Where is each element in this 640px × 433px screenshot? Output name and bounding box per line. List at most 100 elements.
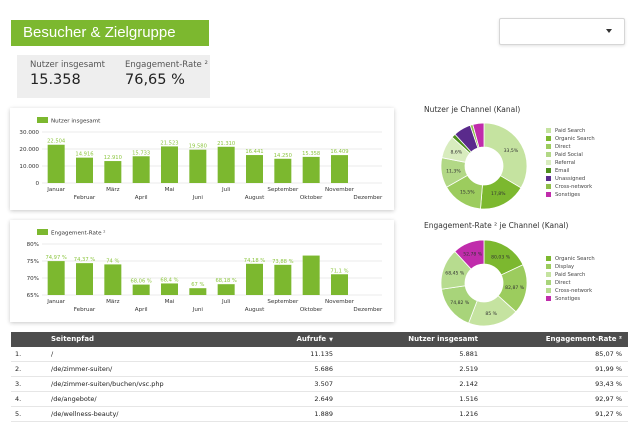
bar bbox=[274, 264, 292, 295]
legend-label: Direct bbox=[555, 144, 571, 150]
pie-engagement-legend: Organic Search Display Paid Search Direct Cr… bbox=[546, 256, 636, 316]
legend-label: Direct bbox=[555, 280, 571, 286]
y-tick-label: 70% bbox=[27, 276, 39, 282]
legend-label: Unassigned bbox=[555, 176, 586, 182]
x-tick-label: Dezember bbox=[353, 195, 383, 201]
bar bbox=[104, 161, 122, 183]
kpi-engagement-rate: Engagement-Rate ² 76,65 % bbox=[112, 55, 210, 98]
x-tick-label: März bbox=[106, 187, 120, 193]
data-label: 22.504 bbox=[47, 139, 66, 145]
row-index: 1. bbox=[15, 350, 22, 358]
data-label: 74,18 % bbox=[244, 258, 265, 264]
chevron-down-icon bbox=[606, 29, 612, 33]
bar bbox=[76, 263, 93, 295]
kpi-total-users: Nutzer insgesamt 15.358 bbox=[17, 55, 113, 98]
row-users: 2.519 bbox=[459, 365, 478, 373]
row-views: 5.686 bbox=[314, 365, 333, 373]
row-rate: 85,07 % bbox=[595, 350, 622, 358]
legend-label: Paid Social bbox=[555, 152, 583, 158]
data-label: 12.910 bbox=[104, 155, 122, 161]
data-label: 16.409 bbox=[330, 149, 348, 155]
pie-users-title: Nutzer je Channel (Kanal) bbox=[424, 105, 521, 114]
x-tick-label: November bbox=[325, 187, 355, 193]
filter-dropdown[interactable] bbox=[499, 18, 625, 45]
pie-engagement-title: Engagement-Rate ² je Channel (Kanal) bbox=[424, 221, 569, 230]
engagement-channel-donut: 80,03 % 82,87 % 85 % 74,82 % 68,45 % 52,78 % bbox=[440, 239, 528, 327]
legend-swatch bbox=[546, 152, 551, 157]
data-label: 68,06 % bbox=[130, 279, 151, 285]
bar bbox=[302, 255, 320, 295]
slice-label: 11,3% bbox=[446, 169, 461, 175]
slice-label: 68,45 % bbox=[445, 270, 465, 276]
bar bbox=[217, 284, 235, 295]
y-tick-label: 10.000 bbox=[19, 164, 39, 170]
slice-label: 8,6% bbox=[450, 150, 462, 156]
legend-swatch bbox=[546, 136, 551, 141]
legend-swatch bbox=[546, 192, 551, 197]
bar bbox=[274, 158, 292, 183]
legend-item: Cross-network bbox=[546, 288, 592, 294]
legend-swatch bbox=[546, 176, 551, 181]
bar bbox=[47, 144, 65, 183]
legend-swatch bbox=[546, 256, 551, 261]
y-tick-label: 30.000 bbox=[19, 130, 39, 136]
data-label: 14.916 bbox=[75, 152, 93, 158]
legend-item: Referral bbox=[546, 160, 575, 166]
page-title: Besucher & Zielgruppe bbox=[11, 20, 209, 46]
x-tick-label: September bbox=[267, 187, 299, 193]
pie-users-legend: Paid Search Organic Search Direct Paid Soci… bbox=[546, 128, 636, 208]
legend-label: Paid Search bbox=[555, 272, 586, 278]
legend-label: Nutzer insgesamt bbox=[51, 119, 101, 125]
legend-label: Display bbox=[555, 264, 575, 270]
row-rate: 92,97 % bbox=[595, 395, 622, 403]
x-tick-label: Dezember bbox=[353, 307, 383, 313]
slice-label: 80,03 % bbox=[491, 254, 511, 260]
legend-item: Organic Search bbox=[546, 136, 595, 142]
legend-label: Referral bbox=[555, 160, 576, 166]
col-header-views[interactable]: Aufrufe ▼ bbox=[296, 332, 333, 348]
legend-swatch bbox=[546, 128, 551, 133]
x-tick-label: September bbox=[267, 299, 299, 305]
legend-swatch bbox=[546, 280, 551, 285]
x-tick-label: Januar bbox=[46, 299, 66, 305]
legend-item: Direct bbox=[546, 280, 571, 286]
row-views: 1.889 bbox=[314, 410, 333, 418]
x-tick-label: März bbox=[106, 299, 120, 305]
engagement-bar-chart: Engagement-Rate ² 80% 75% 70% 65% 74,97 % Janu… bbox=[27, 229, 383, 313]
data-label: 19.580 bbox=[189, 144, 207, 150]
x-tick-label: Juni bbox=[192, 195, 204, 201]
col-header-path[interactable]: Seitenpfad bbox=[51, 335, 95, 343]
data-label: 15.358 bbox=[302, 151, 320, 157]
slice-label: 82,87 % bbox=[505, 285, 525, 291]
legend-item: Unassigned bbox=[546, 176, 585, 182]
legend-item: Sonstiges bbox=[546, 192, 580, 198]
x-tick-label: Februar bbox=[74, 195, 96, 201]
x-tick-label: Februar bbox=[74, 307, 96, 313]
pie-slice bbox=[454, 239, 485, 270]
table-row: 1. / 11.135 5.881 85,07 % bbox=[11, 347, 628, 362]
col-header-users[interactable]: Nutzer insgesamt bbox=[408, 335, 478, 343]
data-label: 16.441 bbox=[245, 149, 263, 155]
kpi-label: Engagement-Rate ² bbox=[125, 60, 208, 70]
bar bbox=[302, 156, 320, 183]
bar bbox=[161, 146, 178, 183]
legend-item: Sonstiges bbox=[546, 296, 580, 302]
legend-swatch bbox=[546, 272, 551, 277]
users-channel-donut: 33,5% 17,8% 15,5% 11,3% 8,6% bbox=[440, 122, 528, 210]
col-header-rate[interactable]: Engagement-Rate ² bbox=[545, 335, 622, 343]
y-tick-label: 65% bbox=[27, 293, 39, 299]
row-rate: 93,43 % bbox=[595, 380, 622, 388]
col-header-views-label: Aufrufe bbox=[296, 335, 327, 343]
table-row: 5. /de/wellness-beauty/ 1.889 1.216 91,2… bbox=[11, 407, 628, 422]
data-label: 14.250 bbox=[274, 153, 292, 159]
bar bbox=[331, 274, 348, 295]
row-path: /de/zimmer-suiten/buchen/vsc.php bbox=[51, 380, 164, 388]
data-label: 15.733 bbox=[132, 150, 150, 156]
x-tick-label: Januar bbox=[46, 187, 66, 193]
kpi-label: Nutzer insgesamt bbox=[30, 60, 106, 70]
legend-item: Email bbox=[546, 168, 569, 174]
bar bbox=[132, 156, 150, 183]
slice-label: 85 % bbox=[485, 311, 497, 317]
row-index: 4. bbox=[15, 395, 22, 403]
legend-label: Email bbox=[555, 168, 570, 174]
